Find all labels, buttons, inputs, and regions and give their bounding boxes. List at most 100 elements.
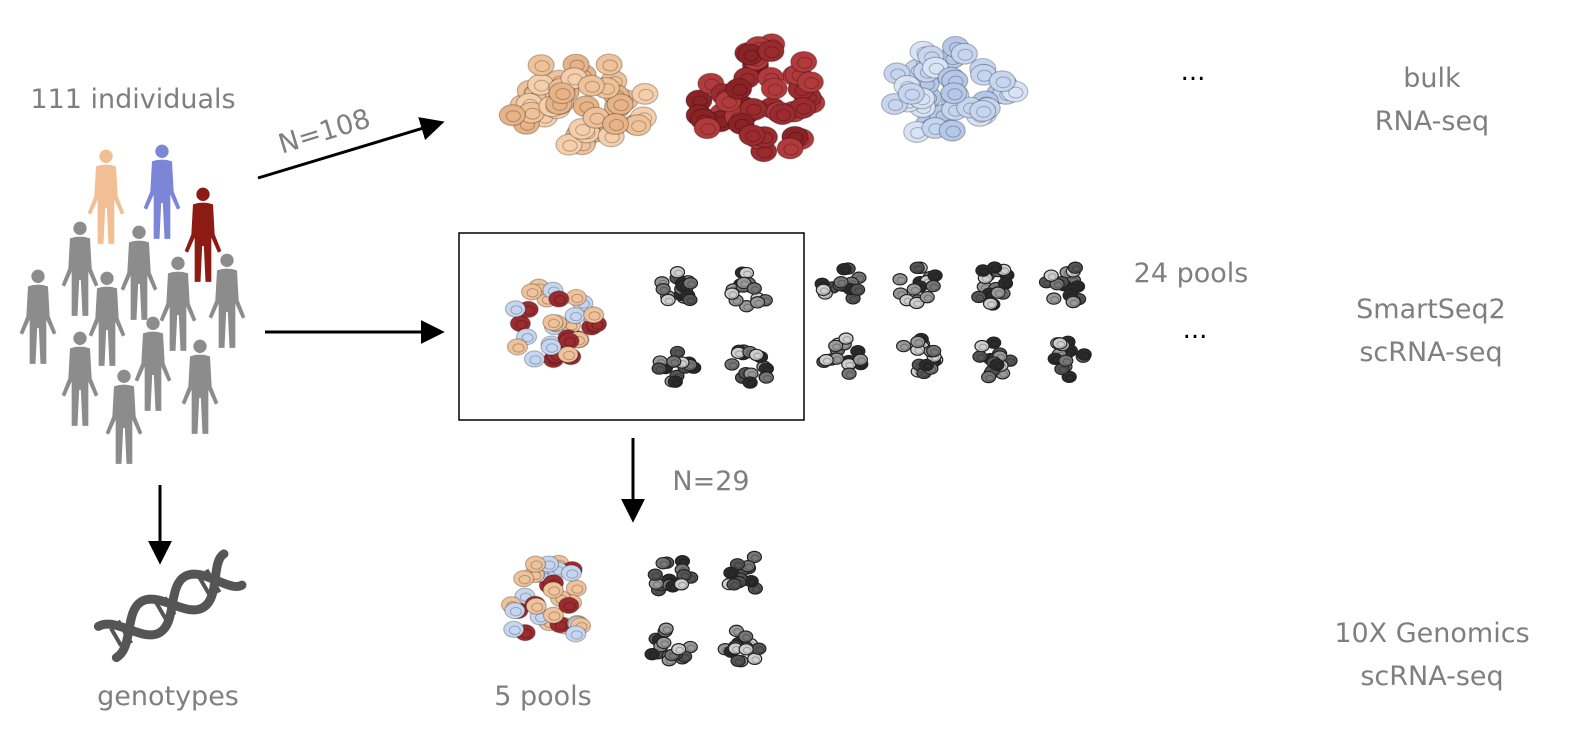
cell xyxy=(910,335,926,349)
cell xyxy=(768,103,796,126)
cell xyxy=(757,40,785,63)
cell xyxy=(730,654,746,668)
cell xyxy=(651,362,667,375)
human-figure-icon xyxy=(61,221,99,316)
bulk-cluster-blue xyxy=(880,35,1029,143)
cell-cluster-icon xyxy=(971,261,1015,311)
cell xyxy=(1058,354,1074,367)
bulk-label-line1: bulk xyxy=(1403,63,1461,94)
cell xyxy=(833,276,849,289)
cell xyxy=(758,371,774,384)
cell-cluster-icon xyxy=(972,336,1018,384)
cell xyxy=(725,77,753,100)
cell xyxy=(506,338,529,356)
cell xyxy=(748,348,765,362)
cell xyxy=(577,74,605,97)
cell xyxy=(981,370,997,384)
tenx-pools-count: 5 pools xyxy=(494,681,592,712)
cell xyxy=(726,578,742,591)
cell xyxy=(1046,292,1062,305)
cell xyxy=(693,117,721,140)
human-figure-icon xyxy=(143,144,181,239)
cell xyxy=(950,42,978,65)
cell xyxy=(988,70,1016,93)
bulk-cluster-peach xyxy=(498,53,659,156)
cell xyxy=(1076,348,1092,361)
cell-cluster-icon xyxy=(814,262,867,305)
cell xyxy=(723,566,739,580)
cell xyxy=(818,353,834,367)
cell xyxy=(682,293,698,307)
cell xyxy=(669,266,686,279)
cell xyxy=(548,82,576,105)
cell xyxy=(790,50,818,73)
cell-cluster-icon xyxy=(644,622,698,667)
human-figure-icon xyxy=(134,316,172,411)
cell xyxy=(836,262,852,276)
bulk-label-line2: RNA-seq xyxy=(1375,106,1489,137)
cell xyxy=(513,570,535,588)
cell xyxy=(841,367,857,380)
n-bulk-label: N=108 xyxy=(275,103,374,160)
cell xyxy=(644,647,660,661)
human-figure-icon xyxy=(105,369,143,464)
cell xyxy=(682,277,699,290)
cell xyxy=(796,71,824,94)
bulk-cluster-red xyxy=(685,33,826,163)
cell xyxy=(655,283,671,296)
n-tenx-label: N=29 xyxy=(672,466,749,497)
cell xyxy=(565,625,587,643)
smartseq-label-line1: SmartSeq2 xyxy=(1356,294,1506,325)
cell xyxy=(542,581,564,599)
cell xyxy=(724,287,740,300)
cell xyxy=(892,273,908,286)
cell xyxy=(655,556,671,570)
smartseq-mixed-pool xyxy=(504,278,608,369)
cell xyxy=(989,358,1005,372)
bulk-ellipsis: ... xyxy=(1181,57,1206,87)
cell xyxy=(658,622,674,635)
cell xyxy=(746,282,762,295)
cell xyxy=(504,602,526,620)
cell xyxy=(742,376,758,389)
cell xyxy=(1065,295,1081,309)
cell-cluster-icon xyxy=(895,332,944,380)
cell xyxy=(738,643,754,656)
cell xyxy=(1052,337,1068,350)
cell xyxy=(739,97,767,120)
arrow-to-bulk xyxy=(257,117,445,180)
cell xyxy=(852,353,869,366)
cell xyxy=(520,283,543,301)
smartseq-pools-count: 24 pools xyxy=(1134,258,1249,289)
human-figure-icon xyxy=(120,225,158,320)
smartseq-pools xyxy=(651,261,1092,389)
cell xyxy=(647,568,663,581)
cell xyxy=(548,290,570,308)
cell xyxy=(558,596,580,614)
cell xyxy=(631,82,659,105)
cell xyxy=(601,113,630,136)
cell xyxy=(1067,261,1083,274)
cell xyxy=(523,350,546,368)
cell xyxy=(971,290,987,304)
cell xyxy=(815,283,831,297)
cell xyxy=(656,636,672,650)
cell xyxy=(525,597,547,615)
smartseq-ellipsis: ... xyxy=(1183,315,1208,345)
cell-cluster-icon xyxy=(717,624,767,668)
human-figure-icon xyxy=(184,187,222,282)
cell xyxy=(760,77,788,100)
cell-cluster-icon xyxy=(654,266,699,307)
tenx-mixed-pool xyxy=(500,554,592,643)
cell-cluster-icon xyxy=(724,266,773,313)
cell xyxy=(503,620,525,638)
cell xyxy=(498,104,526,127)
cell xyxy=(925,279,941,293)
human-figure-icon xyxy=(181,339,219,434)
individuals-label: 111 individuals xyxy=(30,84,235,115)
cell xyxy=(906,283,922,296)
smartseq-label-line2: scRNA-seq xyxy=(1359,337,1502,368)
cell-cluster-icon xyxy=(1047,335,1092,384)
cell xyxy=(524,555,547,573)
